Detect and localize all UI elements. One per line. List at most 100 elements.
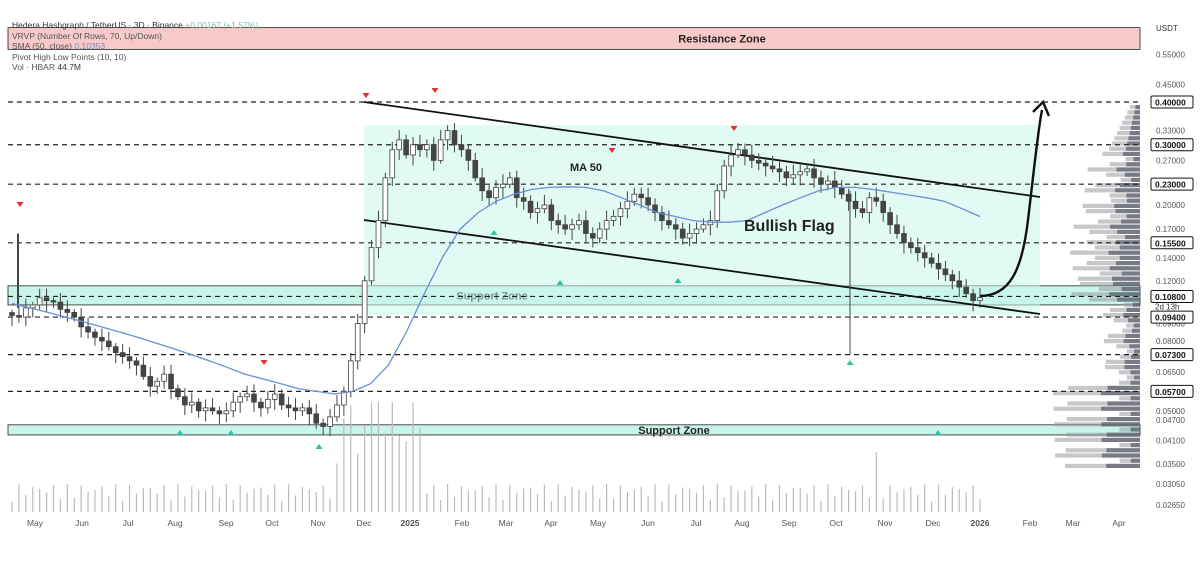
- volume-profile-bar: [1127, 110, 1140, 115]
- volume-bar: [52, 485, 55, 512]
- volume-profile-bar-down: [1101, 422, 1140, 427]
- level-price-label: 0.23000: [1155, 180, 1186, 190]
- volume-profile-bar-down: [1107, 401, 1140, 406]
- volume-bar: [405, 441, 407, 512]
- volume-profile-bar-down: [1110, 224, 1140, 229]
- volume-profile-bar: [1065, 448, 1140, 453]
- volume-profile-bar: [1102, 151, 1140, 156]
- volume-bar: [253, 488, 255, 512]
- volume-profile-bar-down: [1106, 463, 1140, 468]
- volume-bar: [101, 486, 103, 512]
- volume-profile-bar-down: [1119, 245, 1140, 250]
- candle-down: [147, 376, 154, 387]
- candle-down: [140, 364, 147, 377]
- candle-down: [306, 407, 313, 415]
- candle-down: [762, 162, 769, 167]
- candle-down: [9, 312, 15, 316]
- volume-bar: [924, 484, 926, 512]
- candle-down: [106, 340, 112, 348]
- candle-up: [437, 139, 444, 161]
- candle-up: [299, 407, 306, 412]
- volume-profile-bar: [1053, 406, 1140, 411]
- volume-bar: [447, 484, 449, 512]
- volume-bar: [350, 405, 352, 512]
- volume-bar: [398, 435, 400, 512]
- volume-bar: [294, 495, 297, 512]
- volume-profile-bar: [1071, 292, 1140, 297]
- pivot-high-marker: [362, 93, 370, 98]
- volume-bar: [633, 489, 635, 512]
- pivot-indicator-label[interactable]: Pivot High Low Points (10, 10): [12, 51, 127, 62]
- candle-up: [265, 398, 271, 409]
- candle-down: [92, 331, 98, 338]
- candle-down: [908, 242, 914, 249]
- candle-down: [562, 224, 568, 230]
- level-price-label: 0.10800: [1155, 292, 1186, 302]
- volume-profile-bar-down: [1108, 250, 1140, 255]
- candle-down: [832, 180, 838, 188]
- volume-bar: [834, 496, 836, 512]
- volume-bar: [191, 486, 193, 512]
- volume-profile-bar-down: [1117, 229, 1140, 234]
- y-tick-label: 0.05000: [1156, 407, 1185, 416]
- zone-label: Support Zone: [638, 425, 710, 437]
- candle-down: [963, 286, 969, 295]
- volume-bar: [18, 484, 20, 512]
- x-tick-label: Apr: [1112, 518, 1125, 528]
- y-tick-label: 0.03500: [1156, 460, 1185, 469]
- vrvp-indicator-label[interactable]: VRVP (Number Of Rows, 70, Up/Down): [12, 30, 162, 41]
- volume-profile-bar: [1097, 219, 1140, 224]
- candle-up: [576, 220, 582, 226]
- volume-profile-bar: [1066, 432, 1140, 437]
- volume-profile-bar-down: [1101, 406, 1140, 411]
- candle-down: [85, 326, 91, 333]
- volume-profile-bar-down: [1123, 339, 1140, 344]
- candle-down: [749, 154, 755, 161]
- candle-up: [327, 416, 333, 427]
- volume-profile-bar: [1089, 229, 1140, 234]
- volume-bar: [32, 487, 34, 512]
- level-price-label: 0.15500: [1155, 238, 1186, 248]
- candle-up: [375, 220, 382, 249]
- candle-down: [112, 346, 119, 353]
- candle-down: [590, 233, 596, 239]
- y-tick-label: 0.20000: [1156, 201, 1185, 210]
- candle-down: [956, 280, 963, 288]
- candle-down: [216, 410, 223, 415]
- volume-profile-bar: [1126, 349, 1140, 354]
- candle-up: [341, 390, 347, 406]
- volume-bar: [315, 491, 317, 512]
- x-tick-label: Jul: [691, 518, 702, 528]
- volume-bar: [467, 490, 469, 512]
- volume-bar: [377, 402, 380, 512]
- candle-up: [154, 380, 161, 387]
- sma-indicator-label[interactable]: SMA (50, close): [12, 41, 72, 51]
- pivot-high-marker: [431, 88, 439, 93]
- volume-indicator-label[interactable]: Vol · HBAR: [12, 62, 55, 72]
- candle-up: [977, 297, 983, 302]
- volume-profile-bar: [1054, 437, 1140, 442]
- candle-up: [188, 401, 195, 406]
- volume-bar: [426, 493, 428, 512]
- volume-profile-bar: [1099, 271, 1140, 276]
- volume-bar: [709, 499, 711, 512]
- volume-bar: [979, 499, 981, 512]
- volume-bar: [357, 453, 359, 512]
- zone-label: Resistance Zone: [678, 34, 765, 46]
- candle-down: [258, 401, 264, 409]
- candle-down: [811, 168, 817, 179]
- axis-unit: USDT: [1156, 24, 1178, 33]
- volume-profile-bar: [1119, 458, 1140, 463]
- volume-bar: [177, 484, 179, 512]
- volume-bar: [481, 486, 483, 512]
- volume-bar: [246, 492, 248, 512]
- pivot-low-marker: [846, 360, 854, 365]
- volume-profile-bar-down: [1126, 214, 1140, 219]
- candle-up: [610, 216, 617, 221]
- x-tick-label: Oct: [829, 518, 843, 528]
- candle-down: [659, 212, 665, 221]
- volume-profile-bar: [1109, 146, 1140, 151]
- volume-profile-bar: [1125, 157, 1140, 162]
- volume-bar: [896, 492, 898, 512]
